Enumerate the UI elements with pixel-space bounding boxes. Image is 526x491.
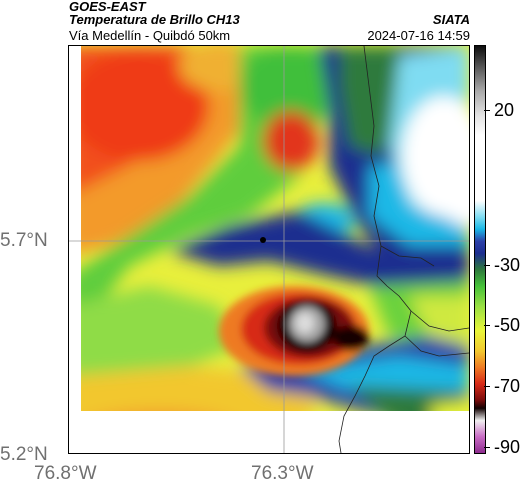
timestamp-label: 2024-07-16 14:59 xyxy=(367,28,470,43)
brightness-temperature-map xyxy=(68,45,470,454)
temperature-colorbar xyxy=(474,45,486,454)
lon-tick-label: 76.8°W xyxy=(34,463,97,484)
region-subtitle: Vía Medellín - Quibdó 50km xyxy=(69,28,231,43)
colorbar-tick xyxy=(484,110,490,111)
organization-label: SIATA xyxy=(432,12,470,27)
colorbar-label: 20 xyxy=(494,100,515,120)
colorbar-label: -70 xyxy=(494,376,521,396)
colorbar-label: -50 xyxy=(494,315,521,335)
lat-tick-label: 5.2°N xyxy=(0,444,48,465)
colorbar-tick xyxy=(484,265,490,266)
city-marker xyxy=(260,237,266,243)
colorbar-tick xyxy=(484,386,490,387)
colorbar-label: -30 xyxy=(494,255,521,275)
colorbar-tick xyxy=(484,325,490,326)
lat-tick-label: 5.7°N xyxy=(0,230,48,251)
border-line xyxy=(410,310,469,332)
satellite-title: GOES-EAST xyxy=(69,0,146,14)
colorbar-tick xyxy=(484,447,490,448)
border-line xyxy=(404,335,469,357)
product-title: Temperatura de Brillo CH13 xyxy=(69,12,240,27)
border-line xyxy=(380,245,435,267)
colorbar-label: -90 xyxy=(494,437,521,457)
coastline xyxy=(338,46,412,453)
lon-tick-label: 76.3°W xyxy=(251,463,314,484)
